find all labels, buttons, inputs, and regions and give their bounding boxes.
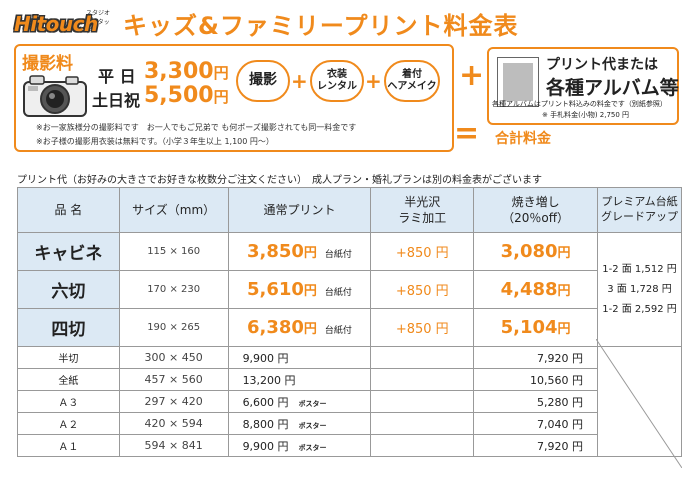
table-row: キャビネ 115 × 160 3,850円 台紙付 +850 円 3,080円 1… xyxy=(17,232,683,347)
logo: スタジオハイタッチ Hitouch xyxy=(14,6,114,40)
row-size: 115 × 160 xyxy=(118,232,229,271)
row-lami: +850 円 xyxy=(370,308,475,347)
row-price: 6,380円 台紙付 xyxy=(227,308,372,347)
row-name: 半切 xyxy=(17,346,120,369)
row-size: 297 × 420 xyxy=(118,390,229,413)
plus-sign: + xyxy=(291,69,308,93)
row-lami xyxy=(370,412,475,435)
plus-sign: + xyxy=(365,69,382,93)
table-row: Ａ２ 420 × 594 8,800 円ポスター 7,040 円 xyxy=(17,412,682,435)
table-row: 六切 170 × 230 5,610円 台紙付 +850 円 4,488円 xyxy=(17,270,682,309)
row-name: 六切 xyxy=(17,270,120,309)
row-lami xyxy=(370,390,475,413)
print-intro: プリント代（お好みの大きさでお好きな枚数分ご注文ください） 成人プラン・婚礼プラ… xyxy=(17,175,542,186)
row-name: キャビネ xyxy=(17,232,120,271)
premium-cell: 1-2 面 1,512 円 3 面 1,728 円 1-2 面 2,592 円 xyxy=(596,232,683,347)
header-lami: 半光沢 ラミ加工 xyxy=(370,187,475,233)
weekend-price: 5,500円 xyxy=(144,83,229,108)
header-normal-print: 通常プリント xyxy=(227,187,372,233)
premium-note-3: 1-2 面 2,592 円 xyxy=(602,303,677,315)
row-extra: 3,080円 xyxy=(473,232,598,271)
header-name: 品 名 xyxy=(17,187,120,233)
table-row: 全紙 457 × 560 13,200 円 10,560 円 xyxy=(17,368,682,391)
row-size: 170 × 230 xyxy=(118,270,229,309)
row-extra: 5,104円 xyxy=(473,308,598,347)
session-fee-label: 撮影料 xyxy=(22,54,73,74)
session-fee-box xyxy=(14,44,454,152)
table-row: 四切 190 × 265 6,380円 台紙付 +850 円 5,104円 xyxy=(17,308,682,347)
plus-operator: + xyxy=(459,58,485,93)
row-extra: 5,280 円 xyxy=(473,390,598,413)
include-pill-photo: 撮影 xyxy=(236,60,290,102)
row-price: 3,850円 台紙付 xyxy=(227,232,372,271)
row-name: Ａ１ xyxy=(17,434,120,457)
row-size: 420 × 594 xyxy=(118,412,229,435)
row-extra: 7,040 円 xyxy=(473,412,598,435)
page-title: キッズ&ファミリープリント料金表 xyxy=(123,12,519,40)
weekday-price: 3,300円 xyxy=(144,59,229,84)
camera-icon xyxy=(23,75,87,117)
row-extra: 4,488円 xyxy=(473,270,598,309)
premium-note-2: 3 面 1,728 円 xyxy=(607,283,672,295)
header-extra: 焼き増し （20％off） xyxy=(473,187,598,233)
row-extra: 7,920 円 xyxy=(473,346,598,369)
row-name: 全紙 xyxy=(17,368,120,391)
row-price: 9,900 円ポスター xyxy=(227,434,372,457)
row-name: Ａ２ xyxy=(17,412,120,435)
table-row: Ａ３ 297 × 420 6,600 円ポスター 5,280 円 xyxy=(17,390,682,413)
row-lami xyxy=(370,346,475,369)
row-lami xyxy=(370,368,475,391)
table-header-row: 品 名 サイズ（mm） 通常プリント 半光沢 ラミ加工 焼き増し （20％off… xyxy=(17,187,683,233)
equal-operator: = xyxy=(454,116,480,151)
header-premium: プレミアム台紙 グレードアップ xyxy=(596,187,683,233)
row-price: 9,900 円 xyxy=(227,346,372,369)
session-note-2: ※お子様の撮影用衣装は無料です。（小学３年生以上 1,100 円〜） xyxy=(36,137,274,146)
premium-empty-cell xyxy=(596,346,683,457)
include-pill-costume: 衣装 レンタル xyxy=(310,60,364,102)
table-row: 半切 300 × 450 9,900 円 7,920 円 xyxy=(17,346,683,457)
session-note-1: ※お一家族様分の撮影料です お一人でもご兄弟で も何ポーズ撮影されても同一料金で… xyxy=(36,123,357,132)
row-size: 594 × 841 xyxy=(118,434,229,457)
row-extra: 7,920 円 xyxy=(473,434,598,457)
header-size: サイズ（mm） xyxy=(118,187,229,233)
row-price: 13,200 円 xyxy=(227,368,372,391)
row-extra: 10,560 円 xyxy=(473,368,598,391)
row-price: 8,800 円ポスター xyxy=(227,412,372,435)
include-pill-hairmake: 着付 ヘアメイク xyxy=(384,60,440,102)
row-name: 四切 xyxy=(17,308,120,347)
weekday-label: 平 日 xyxy=(98,67,136,86)
row-size: 190 × 265 xyxy=(118,308,229,347)
row-price: 5,610円 台紙付 xyxy=(227,270,372,309)
table-row: Ａ１ 594 × 841 9,900 円ポスター 7,920 円 xyxy=(17,434,682,457)
print-box xyxy=(487,47,679,125)
row-name: Ａ３ xyxy=(17,390,120,413)
price-table: 品 名 サイズ（mm） 通常プリント 半光沢 ラミ加工 焼き増し （20％off… xyxy=(17,187,683,457)
row-price: 6,600 円ポスター xyxy=(227,390,372,413)
row-size: 457 × 560 xyxy=(118,368,229,391)
print-title-2: 各種アルバム等 xyxy=(546,77,679,99)
logo-text: Hitouch xyxy=(14,12,98,36)
weekend-label: 土日祝 xyxy=(92,91,141,110)
logo-kana: スタジオハイタッチ xyxy=(86,10,111,35)
row-lami: +850 円 xyxy=(370,232,475,271)
premium-note-1: 1-2 面 1,512 円 xyxy=(602,263,677,275)
row-lami xyxy=(370,434,475,457)
print-note-2: ※ 手札料金(小物) 2,750 円 xyxy=(542,111,630,119)
row-size: 300 × 450 xyxy=(118,346,229,369)
print-note-1: 各種アルバムはプリント料込みの料金です（別紙参照） xyxy=(492,100,667,108)
photo-inner xyxy=(503,63,533,101)
total-label: 合計料金 xyxy=(495,131,551,147)
print-title-1: プリント代または xyxy=(546,57,658,73)
row-lami: +850 円 xyxy=(370,270,475,309)
not-applicable-diagonal xyxy=(596,339,682,468)
